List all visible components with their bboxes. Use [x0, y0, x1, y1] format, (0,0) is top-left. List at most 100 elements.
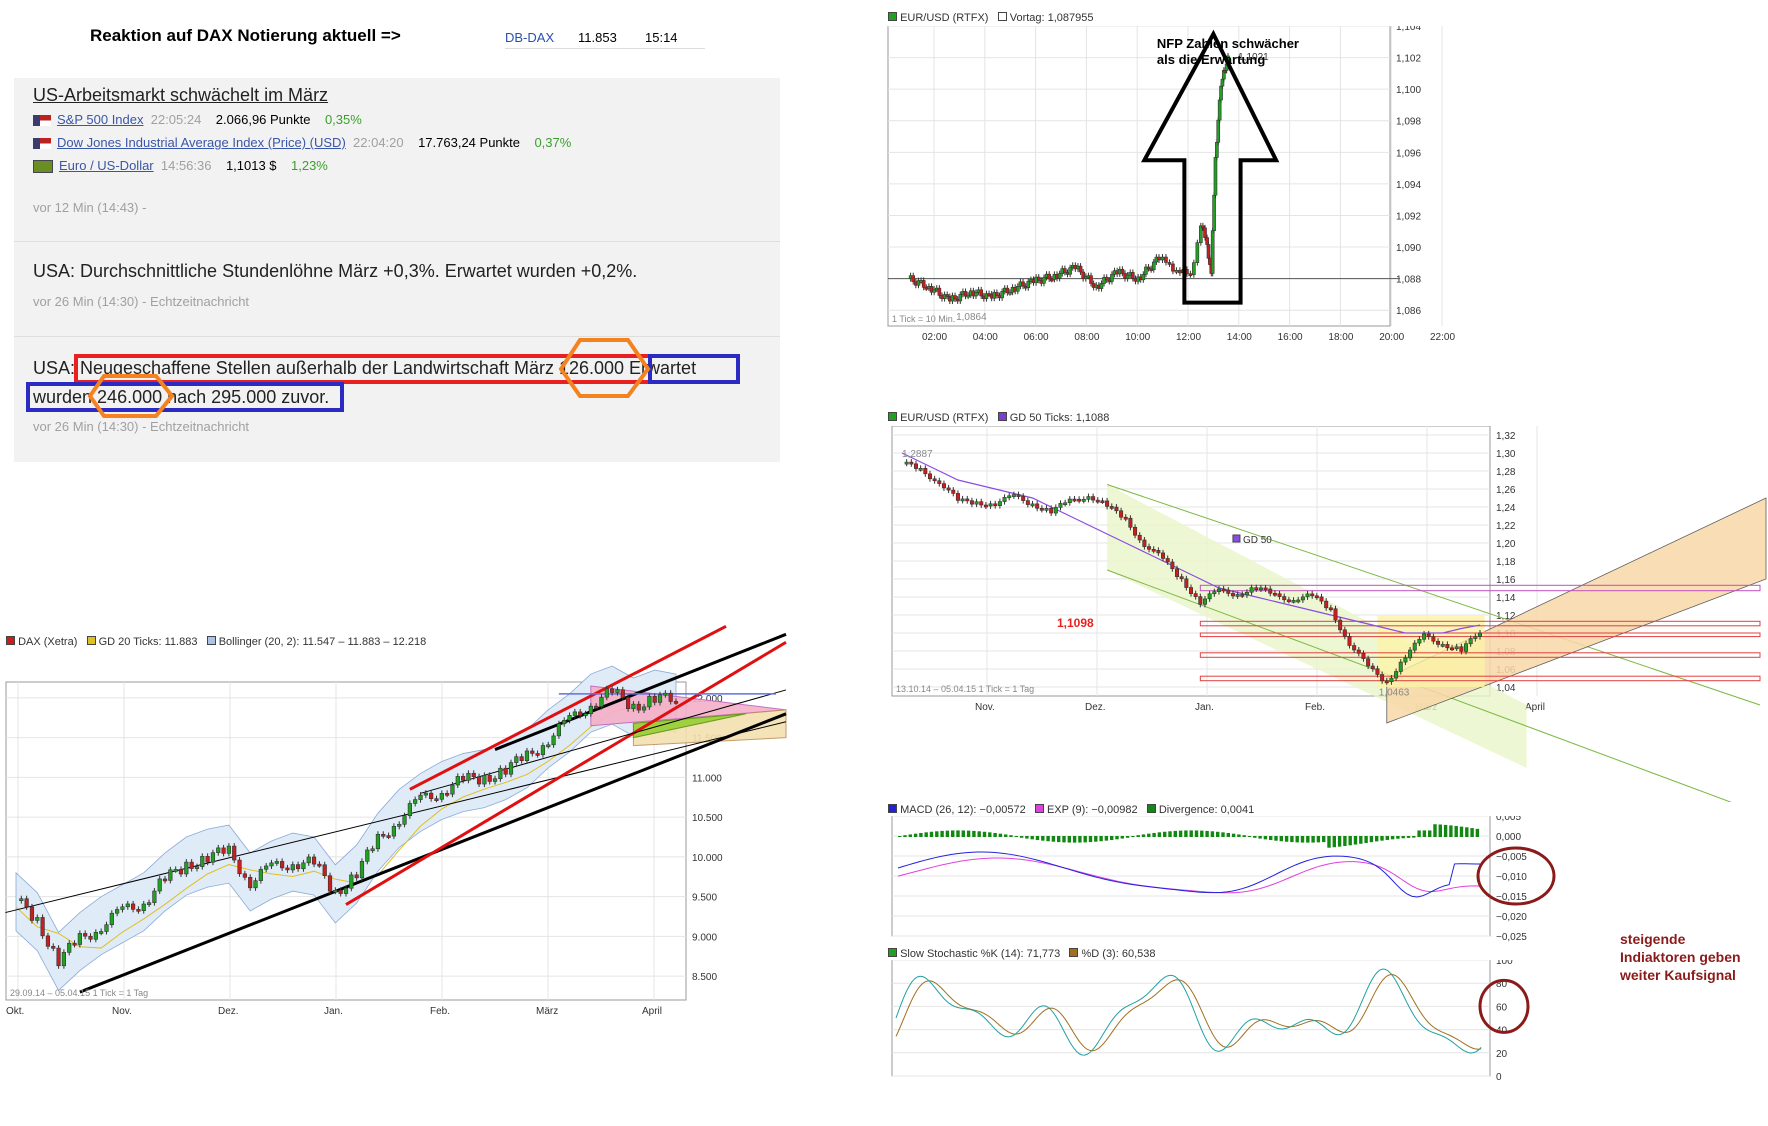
candle: [359, 861, 365, 879]
divergence-bar: [1025, 836, 1029, 839]
candle: [1477, 632, 1482, 637]
legend-label: GD 20 Ticks: 11.883: [98, 636, 198, 648]
news-headline-nfp[interactable]: USA: Neugeschaffene Stellen außerhalb de…: [33, 354, 696, 412]
annotation-text: als die Erwartung: [1157, 52, 1265, 67]
candle: [953, 295, 957, 300]
y-tick-label: −0,005: [1496, 852, 1527, 863]
divergence-bar: [966, 830, 971, 837]
candle: [445, 793, 450, 796]
news-title[interactable]: US-Arbeitsmarkt schwächelt im März: [33, 85, 329, 105]
candle: [173, 869, 178, 872]
divergence-bar: [1194, 830, 1199, 837]
candle: [200, 856, 205, 867]
divergence-bar: [1449, 825, 1453, 837]
divergence-bar: [945, 830, 950, 837]
candle: [1277, 593, 1282, 597]
candle: [1081, 499, 1086, 502]
divergence-bar: [998, 833, 1003, 837]
candle: [1164, 256, 1168, 263]
candle: [391, 826, 397, 837]
divergence-bar: [1438, 824, 1442, 837]
candle: [556, 723, 562, 737]
candle: [365, 849, 370, 862]
news-headline[interactable]: USA: Durchschnittliche Stundenlöhne März…: [33, 261, 638, 281]
candle: [620, 689, 625, 698]
candle: [1310, 593, 1315, 597]
candle: [1161, 552, 1166, 559]
divergence-bar: [1412, 836, 1416, 838]
candle: [1086, 496, 1091, 500]
plot-frame: [891, 960, 1491, 1077]
candle: [937, 480, 942, 484]
quote-name[interactable]: S&P 500 Index: [57, 112, 144, 127]
candle: [210, 852, 216, 863]
level-label: 1,1098: [1057, 616, 1094, 630]
quote-name[interactable]: Euro / US-Dollar: [59, 158, 154, 173]
divergence-bar: [1253, 836, 1257, 838]
candle: [1338, 619, 1343, 631]
candle: [40, 917, 45, 937]
x-tick-label: Dez.: [218, 1006, 239, 1017]
candle: [1025, 500, 1030, 505]
candle: [1230, 593, 1235, 597]
legend-label: EUR/USD (RTFX): [900, 12, 989, 24]
candle: [911, 275, 916, 282]
candle: [1216, 588, 1221, 592]
divergence-bar: [1226, 832, 1230, 837]
candle: [295, 864, 301, 870]
candle: [631, 703, 636, 710]
divergence-bar: [1009, 835, 1013, 837]
candle: [429, 792, 434, 799]
candle: [1171, 263, 1175, 272]
candle: [1078, 265, 1083, 273]
support-zone: [1199, 652, 1761, 658]
x-tick-label: Jan.: [1195, 702, 1214, 713]
x-tick-label: 16:00: [1278, 332, 1303, 343]
candle: [1403, 657, 1408, 663]
y-tick-label: 1,094: [1396, 180, 1421, 191]
fx-intraday-chart: 1,104 1,102 1,100 1,098 1,096 1,094 1,092 1,090…: [887, 26, 1455, 343]
divergence-bar: [1067, 836, 1071, 843]
y-tick-label: 1,092: [1396, 211, 1421, 222]
legend-label: DAX (Xetra): [18, 636, 78, 648]
y-tick-label: 1,32: [1496, 431, 1516, 442]
y-tick-label: −0,015: [1496, 892, 1527, 903]
x-tick-label: 14:00: [1227, 332, 1252, 343]
fx-intraday-legend: EUR/USD (RTFX) Vortag: 1,087955: [888, 12, 1288, 24]
x-tick-label: Feb.: [1305, 702, 1325, 713]
divergence-bar: [972, 830, 976, 837]
candle: [93, 931, 98, 940]
quote-name[interactable]: Dow Jones Industrial Average Index (Pric…: [57, 135, 346, 150]
candle: [1394, 671, 1399, 679]
highlight-circle: [1476, 846, 1556, 906]
candle: [67, 942, 72, 953]
candle: [1216, 119, 1221, 143]
candle: [35, 917, 40, 921]
headline-actual: 126.000: [558, 358, 625, 378]
candle: [125, 903, 130, 908]
headline-expected: 246.000: [97, 387, 163, 407]
candle: [524, 750, 530, 761]
stoch-legend: Slow Stochastic %K (14): 71,773 %D (3): …: [888, 948, 1488, 960]
candle: [1468, 638, 1473, 645]
candle: [1151, 548, 1156, 552]
candle: [594, 705, 599, 709]
legend-label: EUR/USD (RTFX): [900, 412, 989, 424]
x-tick-label: Nov.: [975, 702, 995, 713]
divergence-bar: [940, 830, 944, 837]
macd-legend: MACD (26, 12): −0,00572 EXP (9): −0,0098…: [888, 804, 1488, 816]
candle: [1170, 561, 1175, 570]
y-tick-label: 60: [1496, 1002, 1508, 1013]
divergence-bar: [1406, 836, 1411, 838]
candle: [1146, 266, 1151, 270]
divergence-bar: [1337, 836, 1342, 847]
candle: [1104, 276, 1109, 281]
divergence-bar: [1152, 832, 1156, 837]
dax-legend: DAX (Xetra) GD 20 Ticks: 11.883 Bollinge…: [6, 636, 606, 648]
y-tick-label: 20: [1496, 1049, 1508, 1060]
divergence-bar: [1396, 836, 1400, 839]
candle: [1459, 646, 1464, 652]
dax-symbol[interactable]: DB-DAX: [505, 30, 555, 45]
x-tick-label: 22:00: [1430, 332, 1455, 343]
headline-annotations: [26, 338, 740, 418]
